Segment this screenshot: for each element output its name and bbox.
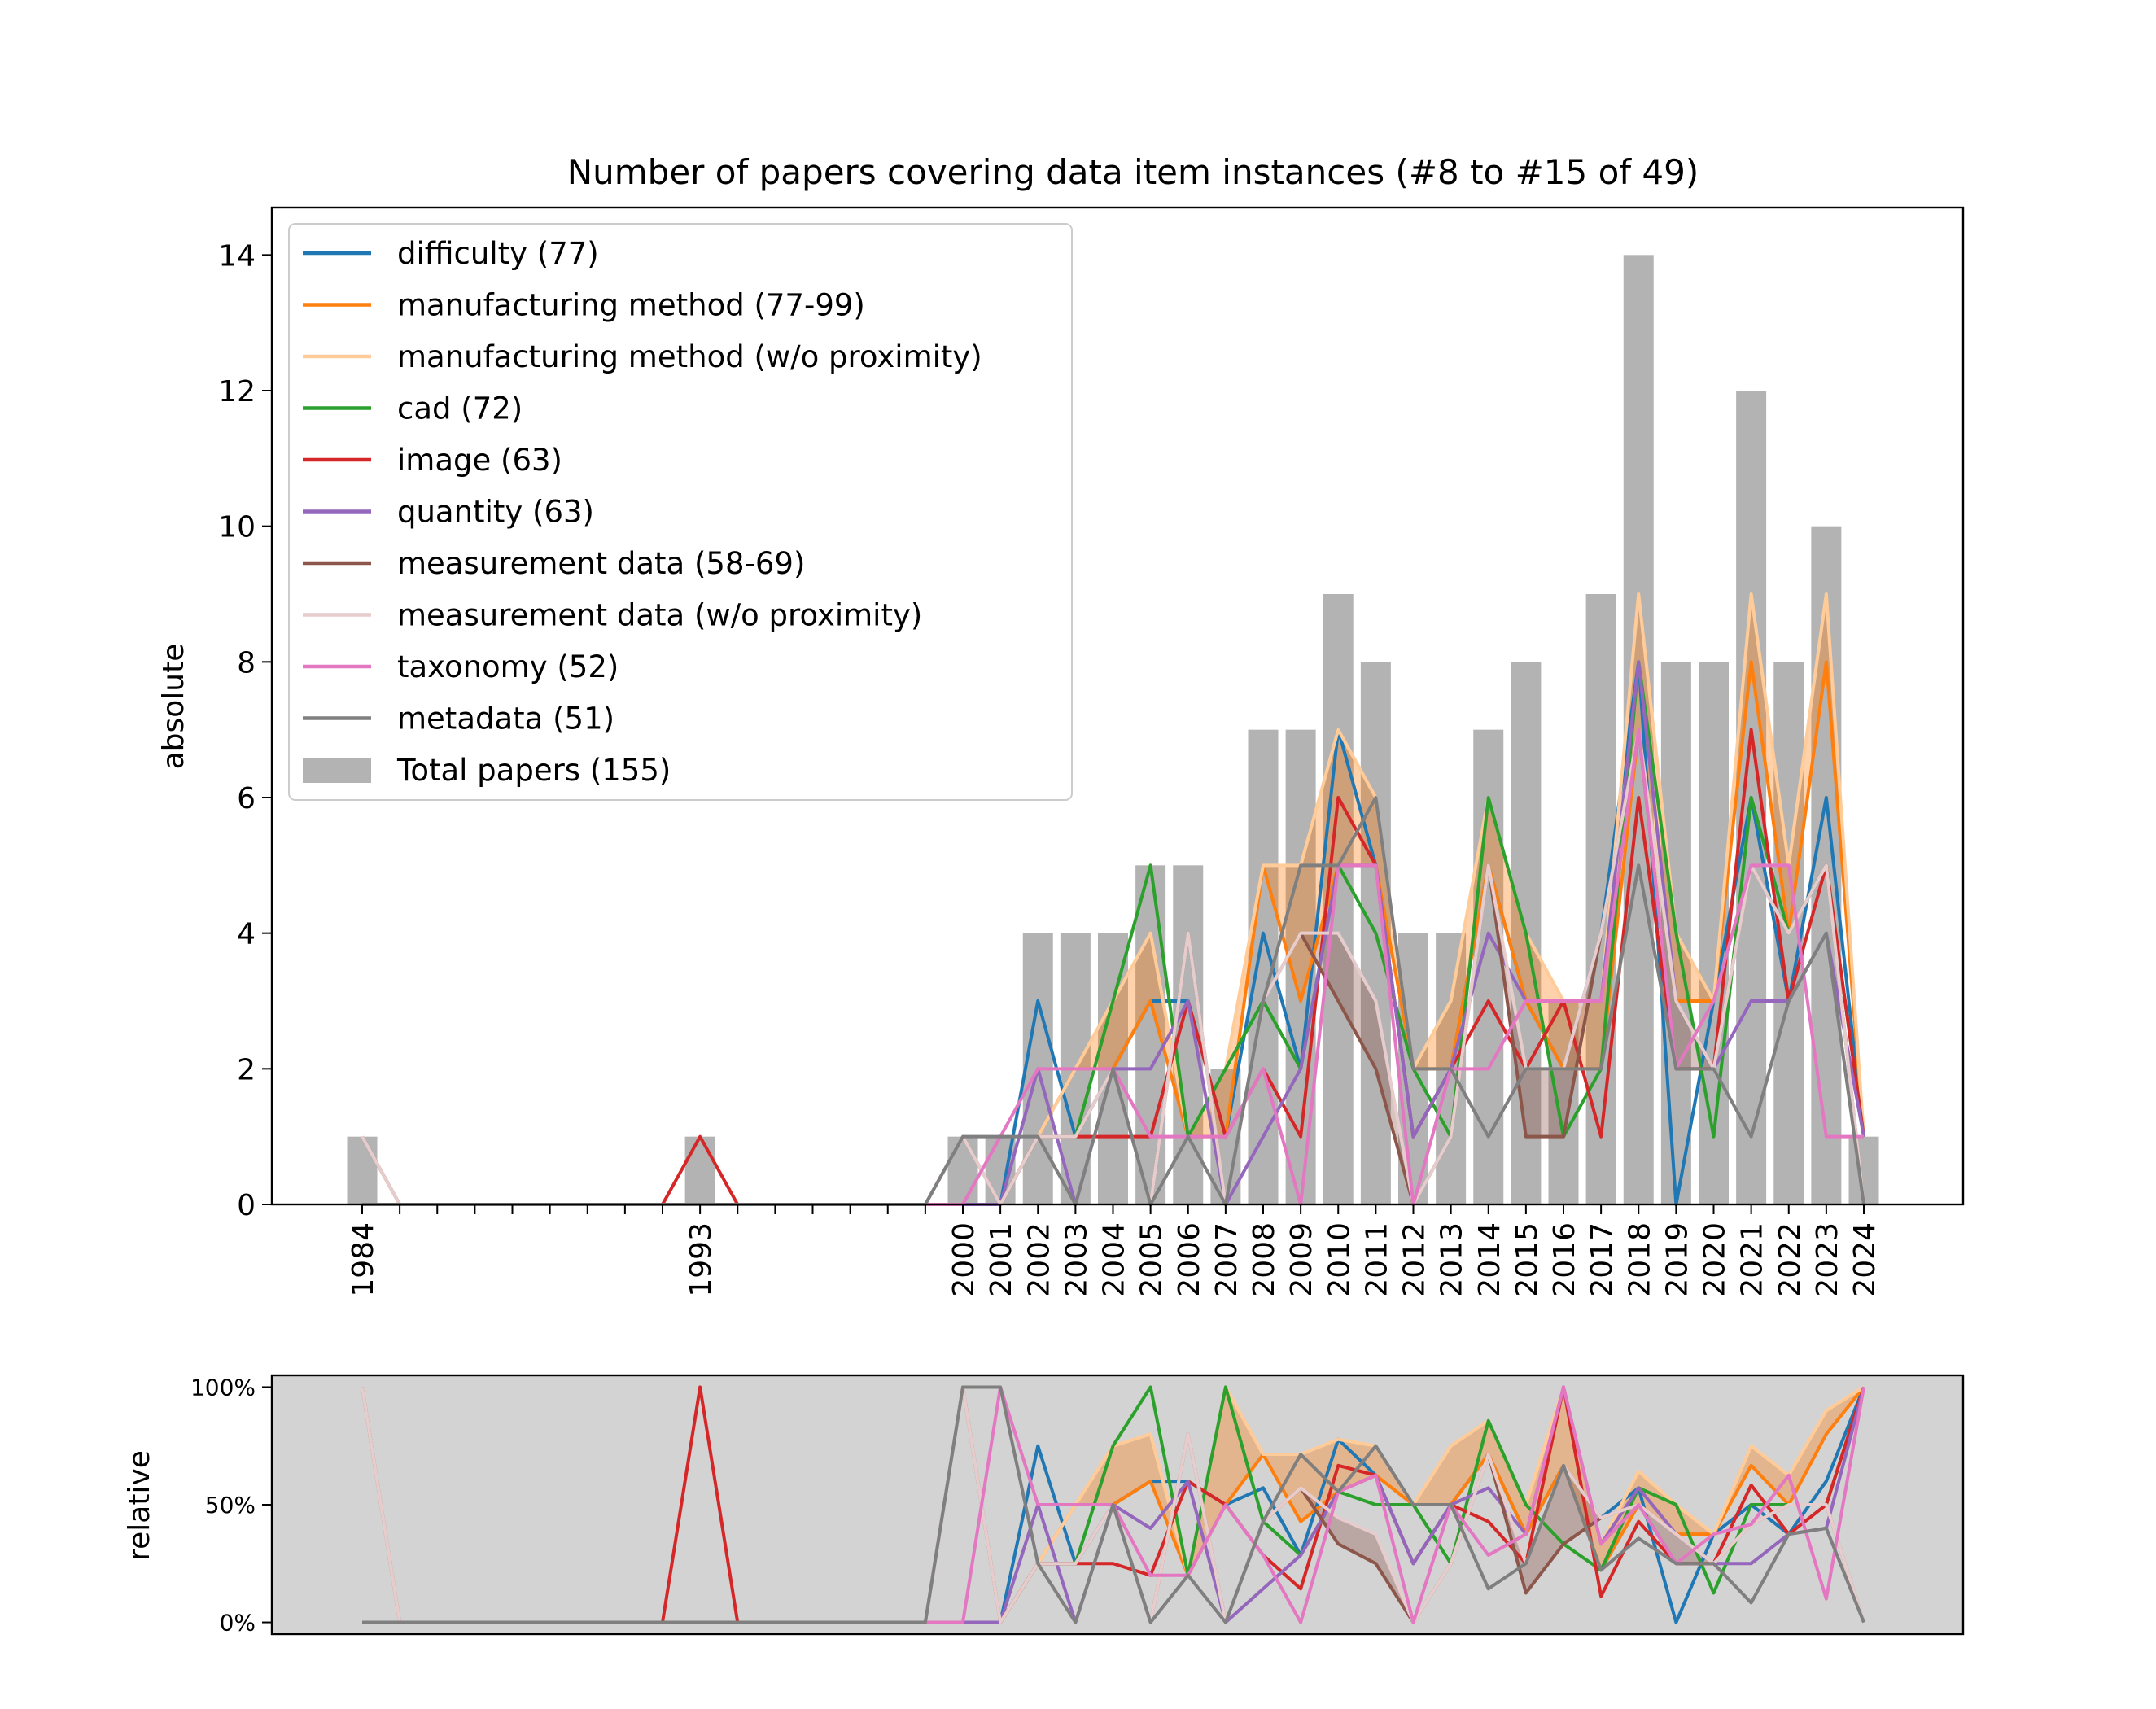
- x-tick-label-2020: 2020: [1699, 1222, 1732, 1297]
- relative-plot-background: [272, 1375, 1963, 1634]
- x-tick-label-2021: 2021: [1736, 1222, 1769, 1297]
- x-tick-label-2007: 2007: [1210, 1222, 1244, 1297]
- legend-label: cad (72): [397, 391, 523, 426]
- x-tick-label-2006: 2006: [1173, 1222, 1206, 1297]
- x-tick-label-2003: 2003: [1060, 1222, 1093, 1297]
- x-tick-label-2012: 2012: [1398, 1222, 1432, 1297]
- x-tick-label-2023: 2023: [1811, 1222, 1844, 1297]
- x-tick-label-2009: 2009: [1285, 1222, 1319, 1297]
- relative-y-axis-ticks: 0% 50% 100%: [190, 1374, 272, 1637]
- x-tick-label-2024: 2024: [1848, 1222, 1882, 1297]
- legend-label: taxonomy (52): [397, 649, 619, 684]
- y-axis-ticks: 0 2 4 6 8 10 12 14: [218, 239, 272, 1222]
- x-tick-label-2005: 2005: [1135, 1222, 1169, 1297]
- y-tick-label: 0: [237, 1189, 256, 1222]
- legend-label: measurement data (w/o proximity): [397, 598, 922, 633]
- legend-label: manufacturing method (77-99): [397, 288, 865, 323]
- x-tick-label-2022: 2022: [1773, 1222, 1807, 1297]
- x-tick-label-2001: 2001: [985, 1222, 1018, 1297]
- legend: difficulty (77) manufacturing method (77-…: [288, 223, 1073, 801]
- relative-y-tick-label: 50%: [205, 1492, 256, 1519]
- x-tick-label-1993: 1993: [684, 1222, 718, 1297]
- x-tick-label-2016: 2016: [1548, 1222, 1581, 1297]
- legend-label: metadata (51): [397, 702, 614, 736]
- total-papers-bar-2020: [1699, 662, 1729, 1204]
- relative-y-axis-label: relative: [123, 1450, 156, 1561]
- legend-label: difficulty (77): [397, 236, 599, 271]
- x-tick-label-2008: 2008: [1248, 1222, 1281, 1297]
- y-axis-label: absolute: [157, 644, 190, 770]
- y-tick-label: 4: [237, 918, 256, 951]
- chart-title: Number of papers covering data item inst…: [567, 152, 1699, 192]
- x-tick-label-2019: 2019: [1660, 1222, 1694, 1297]
- x-tick-label-2011: 2011: [1360, 1222, 1393, 1297]
- legend-label: Total papers (155): [396, 753, 671, 788]
- x-tick-label-2018: 2018: [1623, 1222, 1656, 1297]
- x-tick-label-2002: 2002: [1022, 1222, 1056, 1297]
- total-papers-bar-1984: [347, 1136, 378, 1204]
- y-tick-label: 12: [218, 375, 256, 409]
- relative-plot-area: 0% 50% 100% relative: [123, 1374, 1965, 1637]
- y-tick-label: 10: [218, 511, 256, 544]
- x-tick-label-2017: 2017: [1585, 1222, 1619, 1297]
- y-tick-label: 6: [237, 782, 256, 815]
- total-papers-bar-1993: [684, 1136, 715, 1204]
- legend-swatch: [303, 758, 371, 783]
- x-tick-label-2004: 2004: [1098, 1222, 1131, 1297]
- legend-box: [288, 223, 1073, 801]
- main-axes-frame: [270, 206, 1965, 1206]
- total-papers-bar-2000: [947, 1136, 978, 1204]
- x-tick-label-2010: 2010: [1323, 1222, 1356, 1297]
- x-tick-label-2014: 2014: [1473, 1222, 1507, 1297]
- y-tick-label: 14: [218, 239, 256, 273]
- y-tick-label: 8: [237, 646, 256, 680]
- x-tick-label-2013: 2013: [1436, 1222, 1469, 1297]
- legend-label: manufacturing method (w/o proximity): [397, 339, 982, 374]
- relative-series-lines: [361, 1385, 1865, 1624]
- relative-band-1: [362, 1387, 1864, 1623]
- x-tick-label-2015: 2015: [1511, 1222, 1544, 1297]
- legend-label: measurement data (58-69): [397, 546, 805, 581]
- relative-y-tick-label: 0%: [220, 1610, 256, 1637]
- legend-label: image (63): [397, 443, 562, 478]
- relative-y-tick-label: 100%: [190, 1374, 256, 1401]
- x-axis-ticks: 1984 1993 2000 2001 2002 2003 2004 2005 2006 2007…: [347, 1204, 1882, 1297]
- y-tick-label: 2: [237, 1053, 256, 1086]
- main-plot-area: 0 2 4 6 8 10 12 14 1984 1993 2000 2001 2002 2003 2004…: [157, 206, 1965, 1297]
- legend-label: quantity (63): [397, 495, 594, 530]
- relative-series-line-9: [362, 1385, 1865, 1624]
- x-tick-label-2000: 2000: [947, 1222, 981, 1297]
- x-tick-label-1984: 1984: [347, 1222, 380, 1297]
